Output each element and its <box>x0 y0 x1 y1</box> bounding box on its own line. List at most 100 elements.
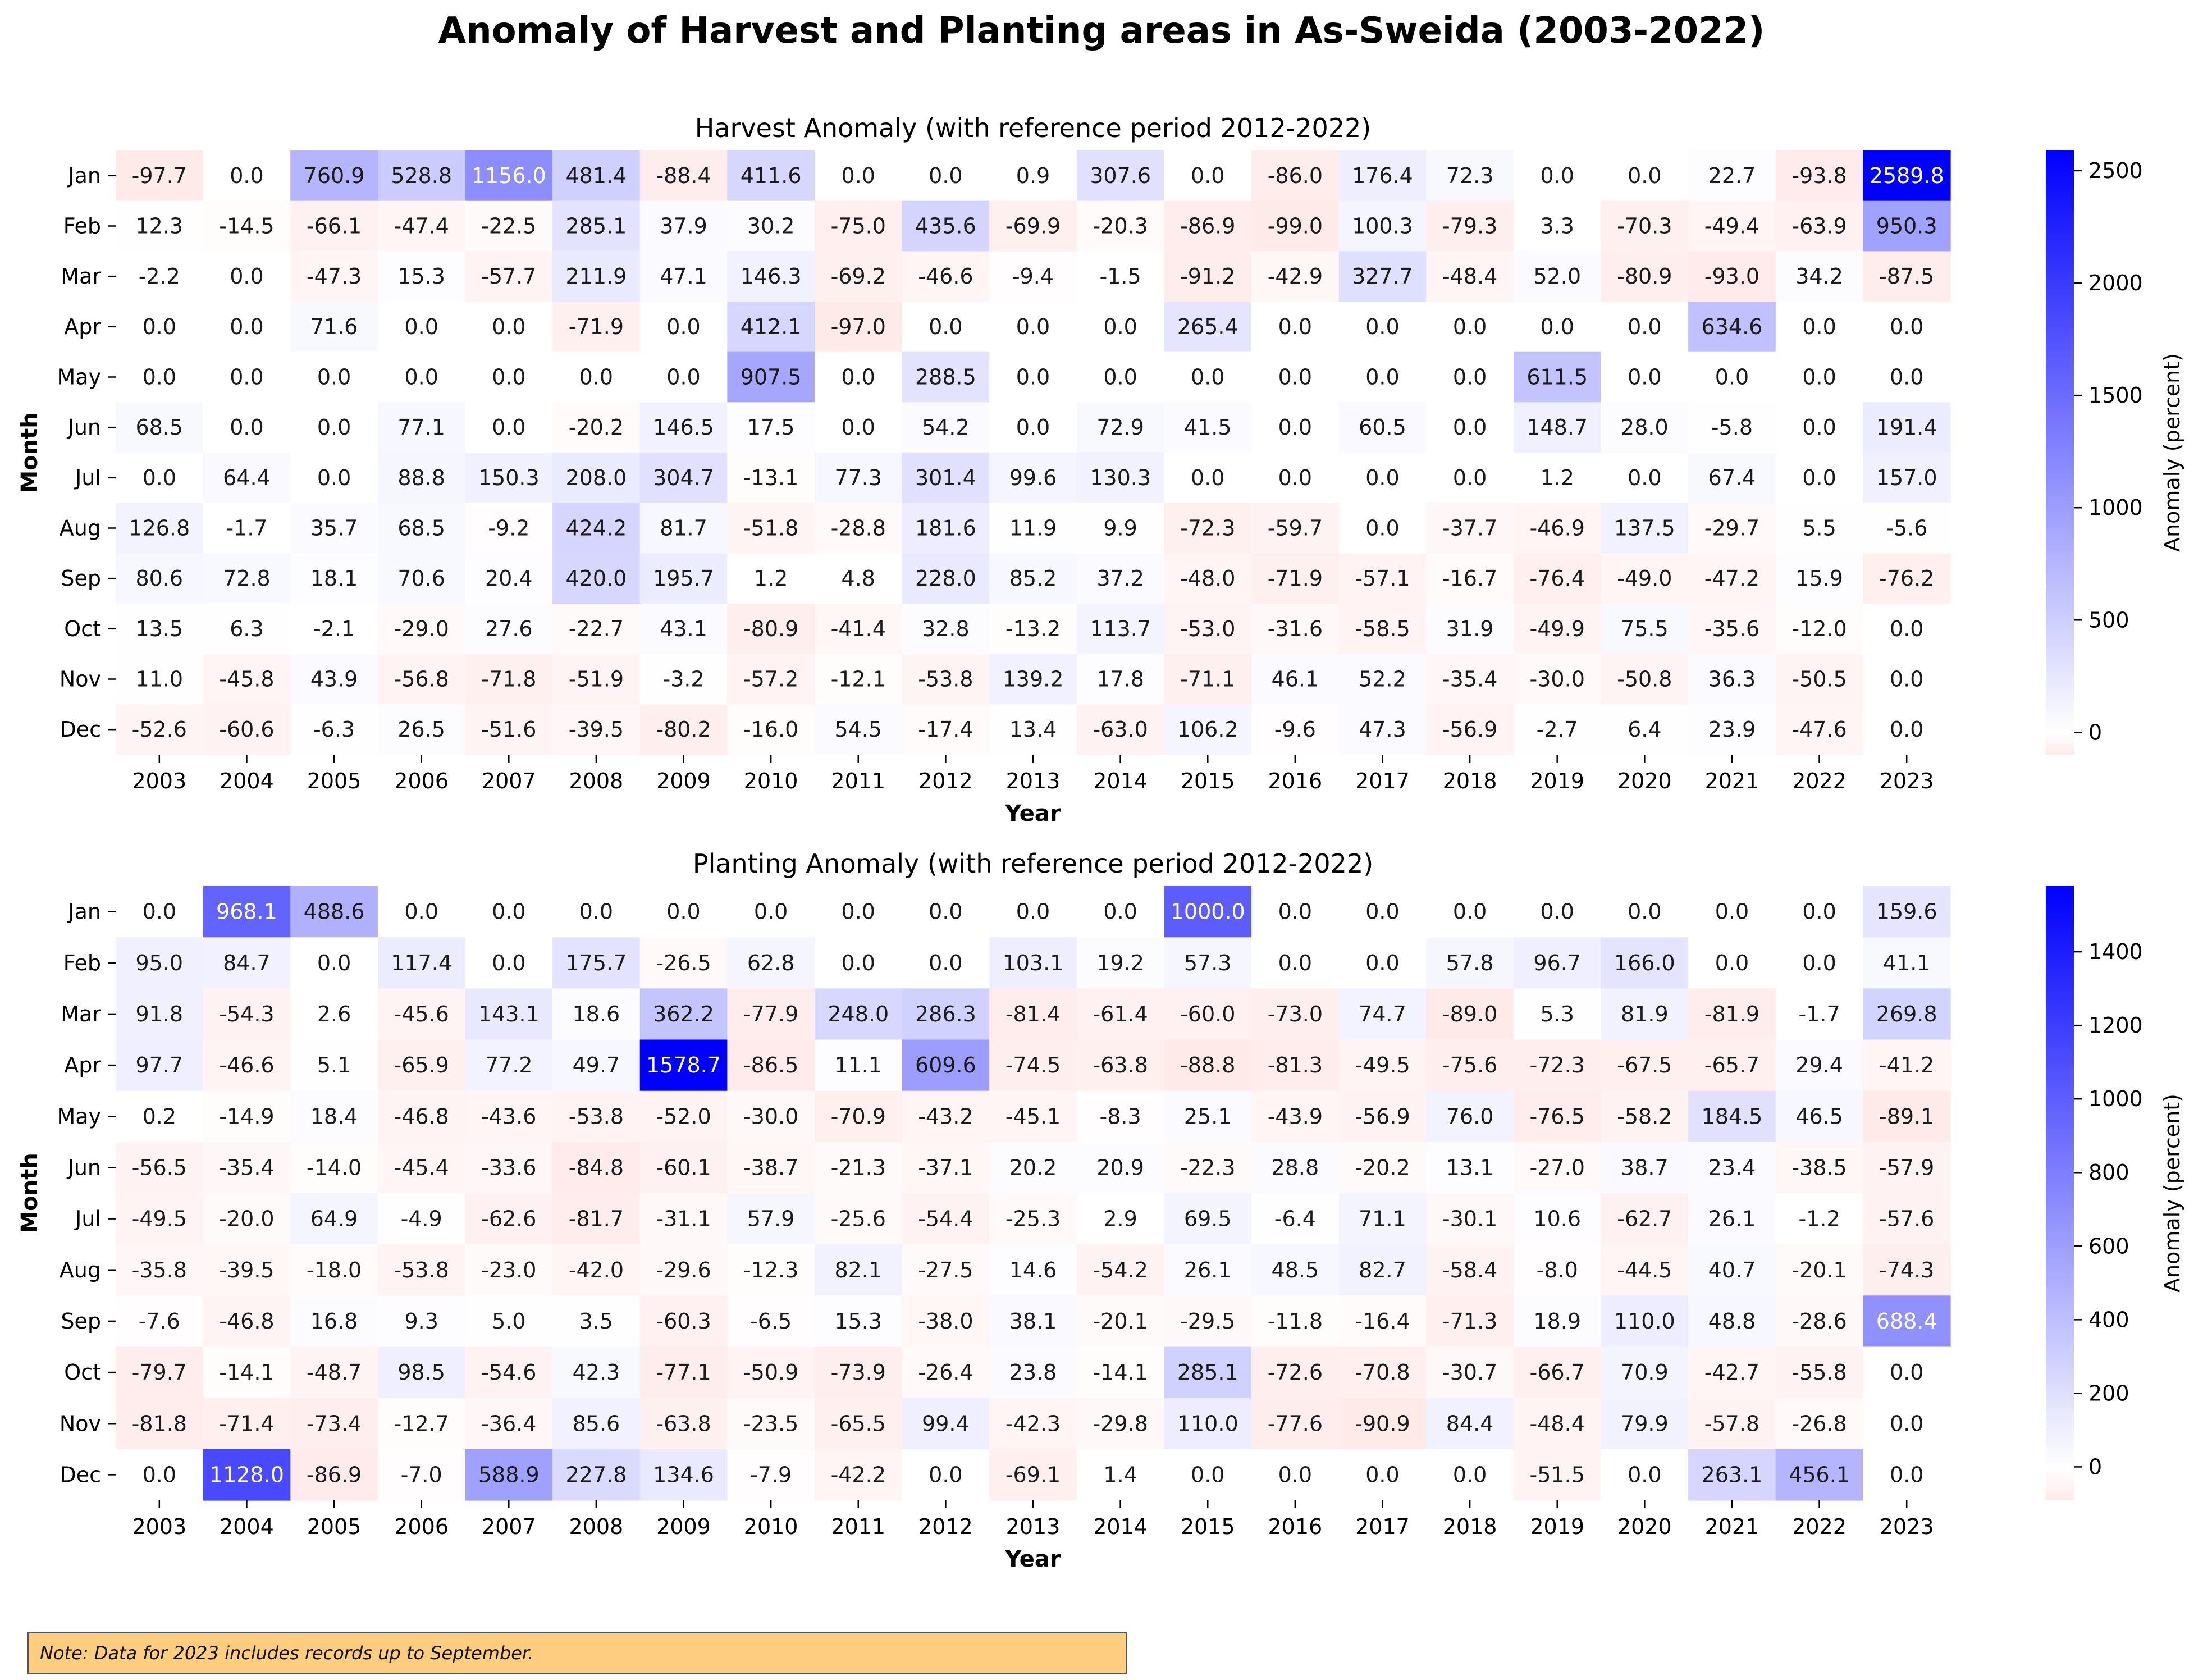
heatmap-cell <box>1426 988 1514 1040</box>
heatmap-cell <box>989 704 1077 755</box>
cell-label: 412.1 <box>741 314 802 339</box>
heatmap-cell <box>552 1090 641 1143</box>
heatmap-cell <box>552 351 641 403</box>
cell-label: -14.1 <box>1093 1360 1148 1385</box>
cell-label: 0.0 <box>1540 314 1574 339</box>
cell-label: 71.1 <box>1359 1207 1406 1231</box>
heatmap-cell <box>552 200 641 252</box>
panel-title: Planting Anomaly (with reference period … <box>693 848 1373 879</box>
heatmap-cell <box>1688 150 1776 202</box>
cell-label: 0.0 <box>492 415 525 440</box>
heatmap-cell <box>727 1090 815 1143</box>
cell-label: -29.7 <box>1704 516 1759 541</box>
heatmap-cell <box>377 1295 466 1348</box>
cell-label: -50.9 <box>743 1360 798 1385</box>
heatmap-cell <box>290 1295 378 1348</box>
cell-label: 2.6 <box>317 1002 351 1026</box>
cell-label: 0.0 <box>492 900 525 924</box>
heatmap-cell <box>727 937 815 989</box>
heatmap-cell <box>116 1244 204 1296</box>
y-tick-label: Sep <box>61 1309 101 1334</box>
heatmap-cell <box>1513 1346 1602 1399</box>
heatmap-cell <box>377 1398 466 1450</box>
heatmap-cell <box>1426 1295 1514 1348</box>
heatmap-cell <box>377 302 466 353</box>
heatmap-cell <box>1338 1142 1427 1194</box>
heatmap-cell <box>1775 1142 1863 1194</box>
cell-label: 0.0 <box>1628 314 1661 339</box>
heatmap-cell <box>203 604 291 655</box>
heatmap-cell <box>814 453 903 504</box>
heatmap-cell <box>1863 1295 1951 1348</box>
y-tick-label: Jul <box>74 465 101 490</box>
heatmap-cell <box>1076 704 1165 755</box>
cell-label: -65.7 <box>1704 1053 1759 1078</box>
y-tick-label: Mar <box>61 1002 101 1026</box>
cell-label: -13.1 <box>743 465 798 490</box>
heatmap-cell <box>989 1193 1077 1245</box>
heatmap-cell <box>290 988 378 1040</box>
heatmap-cell <box>203 886 291 938</box>
cell-label: 0.0 <box>842 163 875 188</box>
heatmap-cell <box>203 503 291 554</box>
heatmap-cell <box>552 654 641 705</box>
cell-label: -6.5 <box>750 1309 792 1334</box>
colorbar-tick-label: 800 <box>2088 1160 2129 1185</box>
cell-label: 52.2 <box>1359 667 1406 692</box>
cell-label: 30.2 <box>747 214 795 239</box>
cell-label: -50.5 <box>1791 667 1847 692</box>
heatmap-cell <box>377 937 466 989</box>
cell-label: -12.1 <box>831 667 886 692</box>
heatmap-cell <box>1251 553 1340 604</box>
cell-label: 488.6 <box>304 900 365 924</box>
cell-label: 18.4 <box>310 1104 358 1129</box>
heatmap-cell <box>1164 1398 1252 1450</box>
heatmap-cell <box>639 604 728 655</box>
cell-label: -46.9 <box>1530 516 1585 541</box>
cell-label: -49.9 <box>1530 617 1585 641</box>
heatmap-cell <box>1601 704 1689 755</box>
heatmap-cell <box>552 604 641 655</box>
cell-label: 0.0 <box>1365 314 1399 339</box>
cell-label: -73.0 <box>1268 1002 1323 1026</box>
heatmap-cell <box>1426 1090 1514 1143</box>
cell-label: 2.9 <box>1103 1207 1137 1231</box>
heatmap-cell <box>1775 1346 1863 1399</box>
cell-label: -49.5 <box>132 1207 187 1231</box>
heatmap-cell <box>1251 886 1340 938</box>
cell-label: 5.0 <box>492 1309 525 1334</box>
cell-label: 0.0 <box>1103 314 1137 339</box>
cell-label: 28.0 <box>1621 415 1669 440</box>
heatmap-cell <box>639 1449 728 1501</box>
cell-label: 0.0 <box>1628 1462 1661 1487</box>
heatmap-cell <box>1863 1039 1951 1092</box>
heatmap-cell <box>116 1039 204 1092</box>
x-tick-label: 2006 <box>394 769 449 793</box>
x-tick-label: 2009 <box>656 1514 711 1539</box>
cell-label: 0.0 <box>317 465 351 490</box>
cell-label: 64.9 <box>310 1207 358 1231</box>
cell-label: 25.1 <box>1184 1104 1232 1129</box>
cell-label: 208.0 <box>566 465 627 490</box>
cell-label: -65.5 <box>831 1411 886 1436</box>
heatmap-cell <box>902 503 990 554</box>
cell-label: 307.6 <box>1090 163 1151 188</box>
cell-label: 4.8 <box>842 566 875 591</box>
heatmap-cell <box>377 503 466 554</box>
cell-label: -79.7 <box>132 1360 187 1385</box>
cell-label: -47.2 <box>1704 566 1759 591</box>
heatmap-cell <box>465 1295 553 1348</box>
cell-label: 265.4 <box>1177 314 1238 339</box>
cell-label: -45.4 <box>394 1155 449 1180</box>
heatmap-cell <box>1863 704 1951 755</box>
x-tick-label: 2022 <box>1792 769 1847 793</box>
x-tick-label: 2003 <box>132 769 186 793</box>
cell-label: 18.6 <box>573 1002 620 1026</box>
cell-label: -99.0 <box>1268 214 1323 239</box>
cell-label: 0.0 <box>1628 900 1661 924</box>
cell-label: 301.4 <box>915 465 976 490</box>
heatmap-cell <box>552 251 641 302</box>
colorbar-tick-label: 2500 <box>2088 158 2143 183</box>
cell-label: 0.0 <box>1278 1462 1312 1487</box>
cell-label: 42.3 <box>573 1360 620 1385</box>
